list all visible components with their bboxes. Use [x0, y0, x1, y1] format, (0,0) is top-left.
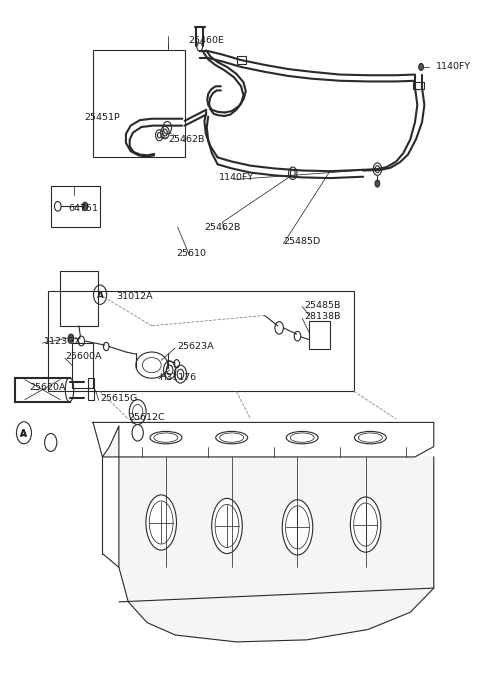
Text: 25451P: 25451P [84, 113, 120, 122]
Text: 1140FY: 1140FY [219, 173, 254, 182]
Bar [88, 378, 94, 400]
Ellipse shape [282, 500, 313, 555]
Text: 25460E: 25460E [188, 35, 224, 44]
Text: 28138B: 28138B [304, 313, 341, 322]
Polygon shape [102, 426, 434, 642]
Bar [309, 321, 330, 349]
Text: 25485B: 25485B [304, 301, 341, 310]
Ellipse shape [350, 497, 381, 552]
Circle shape [82, 202, 88, 211]
Bar [51, 186, 100, 227]
Circle shape [375, 180, 380, 187]
Text: 25623A: 25623A [178, 342, 214, 351]
Bar [413, 82, 424, 89]
Bar [93, 50, 185, 157]
Text: 31012A: 31012A [117, 292, 153, 301]
Text: 1140FY: 1140FY [436, 62, 471, 71]
Text: 25462B: 25462B [204, 223, 240, 232]
Circle shape [68, 334, 74, 342]
Text: H31176: H31176 [159, 373, 196, 382]
Text: A: A [96, 291, 104, 300]
Text: 25620A: 25620A [30, 383, 66, 392]
Circle shape [419, 64, 423, 71]
Ellipse shape [146, 495, 177, 550]
Text: 25600A: 25600A [65, 352, 101, 361]
Text: 25612C: 25612C [128, 413, 165, 422]
Text: 25615G: 25615G [100, 394, 137, 403]
Text: 1123GX: 1123GX [44, 337, 82, 346]
Text: 25485D: 25485D [283, 237, 321, 246]
Bar [60, 270, 98, 326]
Text: A: A [21, 430, 27, 439]
Ellipse shape [212, 498, 242, 554]
Bar [48, 291, 354, 392]
Text: 25610: 25610 [177, 249, 207, 258]
Text: 64751: 64751 [69, 204, 98, 213]
Text: 25462B: 25462B [168, 135, 204, 144]
Bar [237, 56, 246, 64]
Text: A: A [21, 429, 27, 438]
